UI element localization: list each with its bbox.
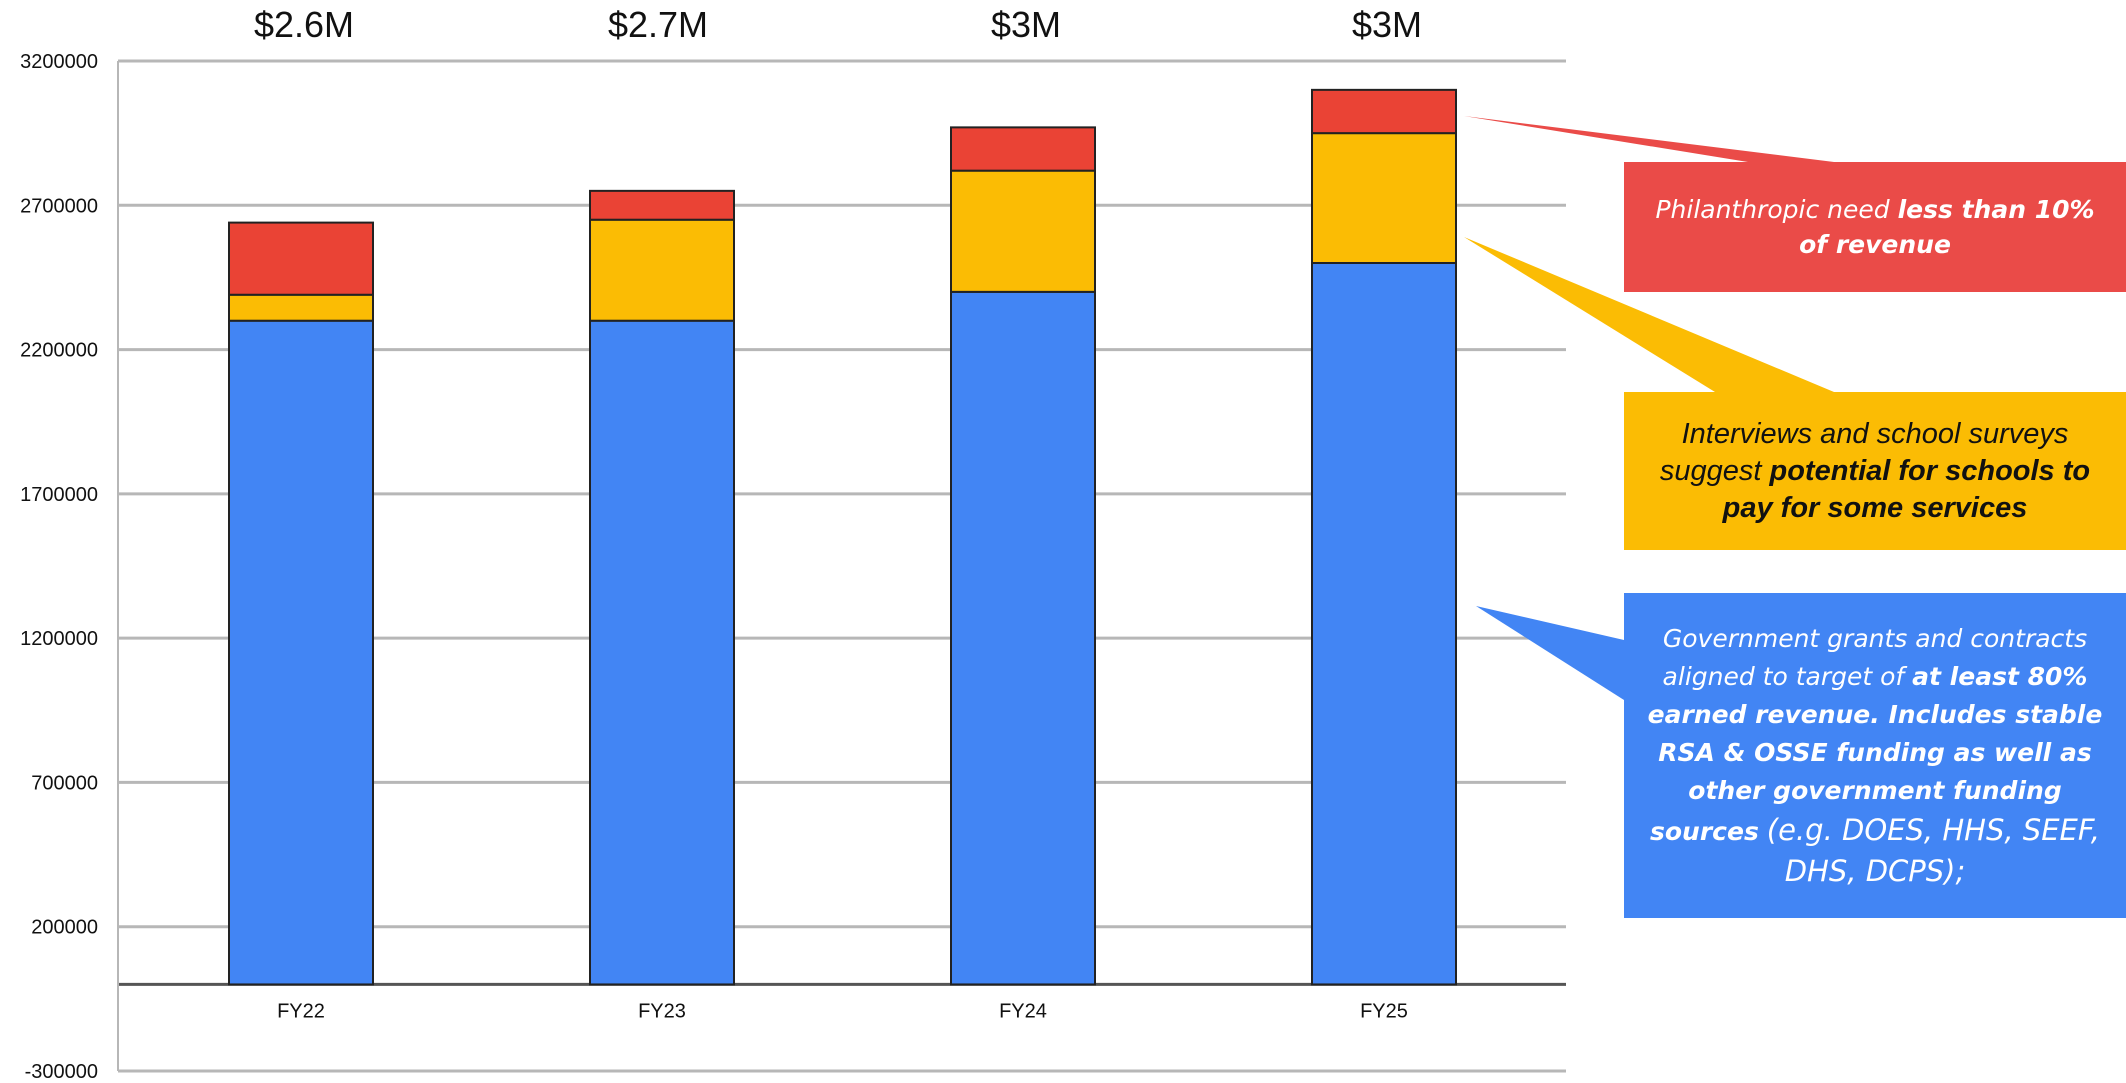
- y-tick-label: 3200000: [20, 51, 98, 73]
- x-category-label: FY24: [999, 1000, 1047, 1022]
- y-tick-label: -300000: [25, 1061, 98, 1083]
- x-category-label: FY25: [1360, 1000, 1408, 1022]
- schools-pointer: [1464, 237, 1834, 392]
- government-callout-text: Government grants and contracts aligned …: [1662, 623, 2088, 691]
- bar-segment: [228, 319, 374, 986]
- y-axis-ticks: 3200000 2700000 2200000 1700000 1200000 70000…: [20, 51, 98, 1083]
- callout-pointers: [1464, 116, 1834, 700]
- x-category-label: FY23: [638, 1000, 686, 1022]
- philanthropic-callout: Philanthropic need less than 10% of reve…: [1624, 162, 2126, 292]
- bar-segment: [228, 293, 374, 322]
- bar-segment: [589, 319, 735, 986]
- bar-segment: [1311, 132, 1457, 264]
- philanthropic-callout-text: Philanthropic need: [1655, 195, 1898, 224]
- x-category-label: FY22: [277, 1000, 325, 1022]
- bar-total-label: $3M: [991, 4, 1061, 45]
- bar-total-label: $2.7M: [608, 4, 708, 45]
- schools-callout-text: Interviews and school surveys suggest: [1659, 417, 2069, 487]
- philanthropic-callout-bold: less than 10% of revenue: [1799, 195, 2095, 259]
- bar-segment: [950, 169, 1096, 293]
- y-tick-label: 1700000: [20, 484, 98, 506]
- schools-callout: Interviews and school surveys suggest po…: [1624, 392, 2126, 550]
- total-labels: $2.6M $2.7M $3M $3M: [254, 4, 1422, 45]
- bar-segment: [1311, 88, 1457, 135]
- government-callout-bold: at least 80% earned revenue. Includes st…: [1647, 661, 2103, 846]
- government-callout: Government grants and contracts aligned …: [1624, 593, 2126, 918]
- bar-segment: [950, 290, 1096, 986]
- government-callout-tail: (e.g. DOES, HHS, SEEF, DHS, DCPS);: [1766, 812, 2100, 888]
- schools-callout-bold: potential for schools to pay for some se…: [1722, 454, 2091, 524]
- bar-segment: [589, 189, 735, 221]
- y-tick-label: 700000: [31, 772, 98, 794]
- bar-segment: [950, 126, 1096, 172]
- y-tick-label: 1200000: [20, 628, 98, 650]
- government-pointer: [1476, 606, 1624, 700]
- philanthropic-pointer: [1464, 116, 1834, 162]
- bar-segment: [228, 221, 374, 296]
- x-axis-categories: FY22 FY23 FY24 FY25: [277, 1000, 1408, 1022]
- bar-total-label: $2.6M: [254, 4, 354, 45]
- y-tick-label: 200000: [31, 917, 98, 939]
- y-tick-label: 2200000: [20, 340, 98, 362]
- bars: [228, 88, 1457, 986]
- bar-segment: [1311, 262, 1457, 986]
- y-tick-label: 2700000: [20, 195, 98, 217]
- bar-total-label: $3M: [1352, 4, 1422, 45]
- bar-segment: [589, 218, 735, 322]
